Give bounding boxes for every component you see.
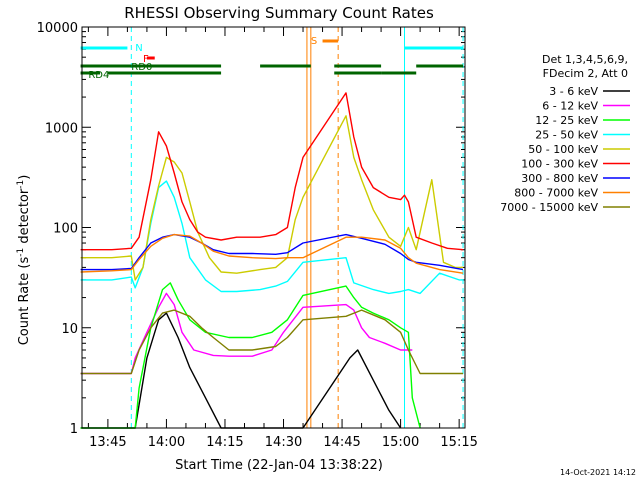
- series-line-6: [80, 233, 464, 271]
- flag-label-s: S: [311, 36, 317, 47]
- legend-label: 7000 - 15000 keV: [500, 201, 598, 214]
- chart-title: RHESSI Observing Summary Count Rates: [124, 4, 434, 22]
- legend-header-2: FDecim 2, Att 0: [543, 67, 628, 80]
- series-line-2: [80, 282, 421, 429]
- x-tick-label: 15:15: [440, 435, 477, 450]
- x-axis-label: Start Time (22-Jan-04 13:38:22): [175, 458, 383, 473]
- series-line-0: [80, 312, 402, 429]
- legend-label: 50 - 100 keV: [528, 143, 598, 156]
- timestamp: 14-Oct-2021 14:12: [560, 468, 636, 477]
- x-tick-label: 14:45: [323, 435, 360, 450]
- ylabel-sup: -1: [16, 248, 26, 257]
- y-tick-label: 10000: [37, 21, 78, 36]
- y-tick-label: 1000: [45, 121, 78, 136]
- legend-label: 100 - 300 keV: [521, 158, 598, 171]
- series-line-4: [80, 115, 463, 281]
- flag-label-n: N: [135, 43, 142, 54]
- flag-label-f: F: [143, 54, 149, 65]
- ylabel-main: Count Rate (s: [17, 257, 32, 346]
- legend-header-1: Det 1,3,4,5,6,9,: [542, 53, 628, 66]
- legend-label: 12 - 25 keV: [535, 114, 598, 127]
- series-line-1: [80, 292, 413, 375]
- y-axis-label: Count Rate (s-1 detector-1): [16, 175, 32, 346]
- legend-label: 25 - 50 keV: [535, 129, 598, 142]
- plot-frame: [81, 26, 466, 429]
- series-line-7: [80, 233, 464, 274]
- ylabel-end: ): [17, 175, 32, 180]
- x-tick-label: 13:45: [89, 435, 126, 450]
- series-line-5: [80, 92, 464, 251]
- y-tick-label: 10: [61, 322, 78, 337]
- ylabel-sup2: -1: [16, 180, 26, 189]
- x-tick-label: 14:15: [206, 435, 243, 450]
- flag-label-rd0: RD0: [131, 62, 152, 73]
- series-line-8: [80, 309, 463, 375]
- ylabel-mid: detector: [17, 188, 32, 248]
- x-tick-label: 14:30: [265, 435, 302, 450]
- y-tick-label: 100: [53, 222, 78, 237]
- legend-label: 6 - 12 keV: [542, 100, 598, 113]
- legend-label: 800 - 7000 keV: [514, 187, 598, 200]
- x-tick-label: 14:00: [148, 435, 185, 450]
- x-tick-label: 15:00: [382, 435, 419, 450]
- legend-label: 3 - 6 keV: [549, 85, 598, 98]
- flag-label-rd4: RD4: [88, 70, 109, 81]
- legend-label: 300 - 800 keV: [521, 172, 598, 185]
- y-tick-label: 1: [70, 422, 78, 437]
- plot-area: 1 10 100 1000 10000 13:45 14:00 14:15 14:30 14:45…: [37, 21, 478, 450]
